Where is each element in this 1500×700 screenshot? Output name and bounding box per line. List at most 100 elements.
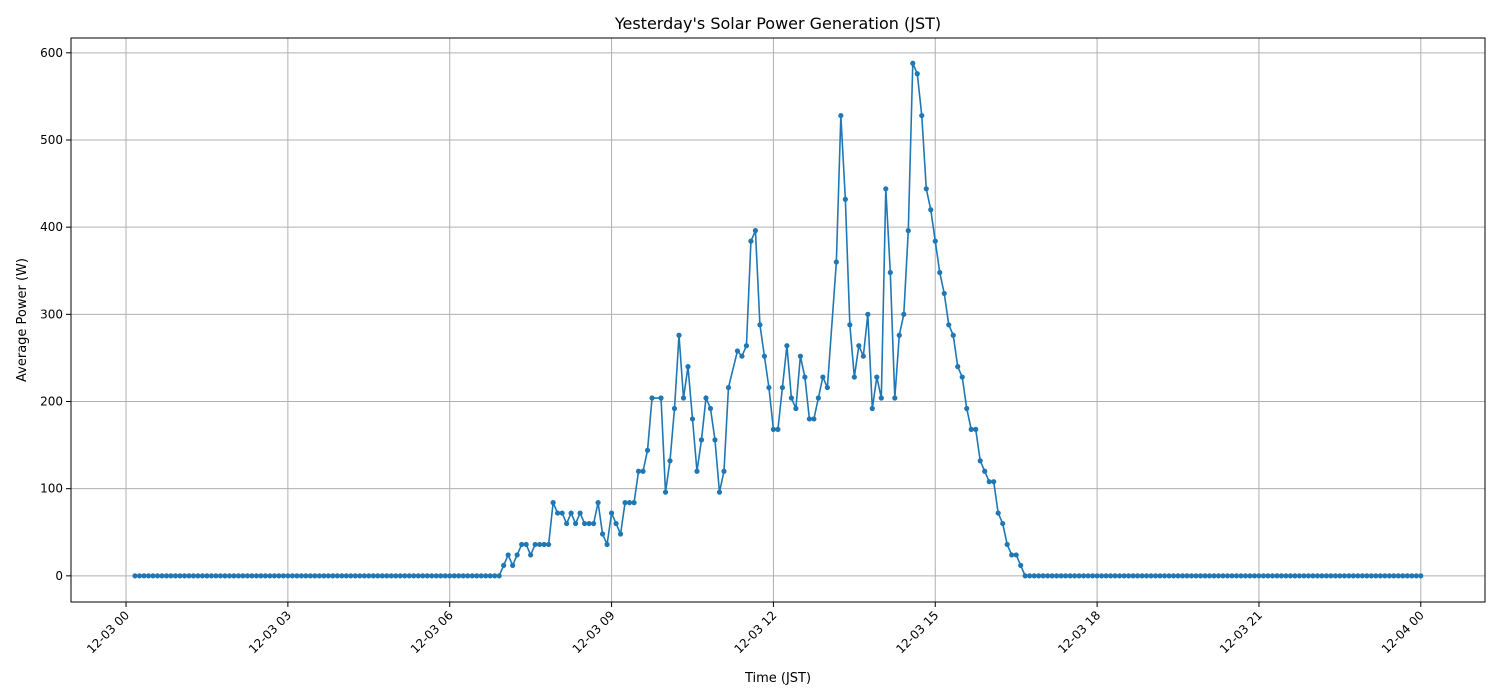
data-point: [150, 573, 156, 579]
data-point: [631, 500, 637, 506]
data-point: [1278, 573, 1285, 579]
data-point: [1076, 573, 1082, 579]
data-point: [1305, 573, 1312, 579]
data-point: [294, 573, 300, 579]
data-point: [442, 573, 448, 579]
data-point: [685, 364, 691, 370]
data-point: [1125, 573, 1132, 579]
data-point: [1099, 573, 1105, 579]
data-point: [312, 573, 318, 579]
data-point: [676, 332, 682, 338]
data-point: [617, 531, 624, 537]
data-point: [842, 196, 848, 202]
data-point: [1211, 573, 1217, 579]
data-point: [532, 541, 538, 548]
data-point: [334, 573, 340, 579]
data-point: [1175, 573, 1181, 579]
data-point: [244, 573, 251, 579]
data-point: [973, 426, 979, 433]
data-point: [1233, 573, 1240, 579]
data-point: [1373, 573, 1379, 579]
data-point: [910, 60, 916, 66]
data-point: [208, 573, 215, 579]
data-point: [1179, 573, 1186, 579]
y-axis-label: Average Power (W): [15, 258, 30, 382]
x-tick-label: 12-03 15: [893, 608, 941, 656]
data-point: [1377, 573, 1383, 579]
data-point: [937, 269, 943, 276]
data-point: [586, 520, 592, 527]
x-tick-label: 12-03 21: [1217, 608, 1265, 656]
data-point: [1072, 573, 1078, 579]
data-point: [190, 573, 197, 579]
data-point: [712, 437, 718, 443]
data-point: [919, 112, 925, 119]
data-point: [748, 238, 754, 244]
data-point: [1220, 573, 1226, 579]
data-point: [1224, 573, 1231, 579]
data-point: [370, 573, 376, 579]
data-point: [352, 573, 358, 579]
data-point: [487, 573, 493, 579]
data-point: [1359, 573, 1365, 579]
x-tick-label: 12-03 06: [408, 608, 456, 656]
data-point: [1337, 573, 1343, 579]
data-point: [1148, 573, 1154, 579]
data-point: [1409, 573, 1415, 579]
data-point: [779, 384, 786, 391]
data-point: [878, 395, 884, 401]
y-tick-label: 100: [40, 482, 63, 496]
data-point: [599, 531, 606, 537]
data-point: [608, 510, 615, 516]
data-point: [775, 426, 781, 433]
data-point: [186, 573, 192, 579]
data-point: [1292, 573, 1298, 579]
data-point: [1107, 573, 1114, 579]
data-point: [406, 573, 412, 579]
data-point: [469, 573, 475, 579]
data-point: [411, 573, 417, 579]
data-point: [1323, 573, 1329, 579]
data-point: [1031, 573, 1037, 579]
data-point: [1013, 552, 1019, 558]
data-point: [280, 573, 286, 579]
data-point: [519, 541, 525, 548]
data-point: [276, 573, 282, 579]
data-point: [1121, 573, 1127, 579]
data-point: [824, 384, 830, 391]
data-point: [770, 426, 777, 433]
data-point: [761, 353, 768, 359]
data-point: [217, 573, 224, 579]
data-point: [856, 343, 862, 349]
data-point: [667, 458, 673, 464]
data-point: [438, 573, 444, 579]
data-point: [564, 520, 570, 527]
data-point: [590, 520, 597, 527]
data-point: [1269, 573, 1276, 579]
data-point: [1247, 573, 1253, 579]
data-point: [977, 458, 983, 464]
data-point: [1386, 573, 1392, 579]
data-point: [1260, 573, 1267, 579]
data-point: [330, 573, 336, 579]
data-point: [528, 552, 534, 558]
data-point: [1022, 573, 1028, 579]
data-point: [802, 374, 808, 380]
data-point: [501, 562, 507, 568]
data-point: [1134, 573, 1141, 579]
data-point: [145, 573, 152, 579]
data-point: [1094, 573, 1100, 579]
plot-area-frame: [70, 37, 1486, 603]
data-point: [1202, 573, 1208, 579]
data-point: [285, 573, 291, 579]
data-point: [1229, 573, 1235, 579]
y-tick-label: 600: [40, 46, 63, 60]
data-point: [222, 573, 228, 579]
data-point: [1364, 573, 1370, 579]
data-point: [1242, 573, 1249, 579]
data-point: [375, 573, 381, 579]
x-axis-label: Time (JST): [744, 671, 811, 686]
data-point: [1130, 573, 1136, 579]
data-point: [303, 573, 309, 579]
